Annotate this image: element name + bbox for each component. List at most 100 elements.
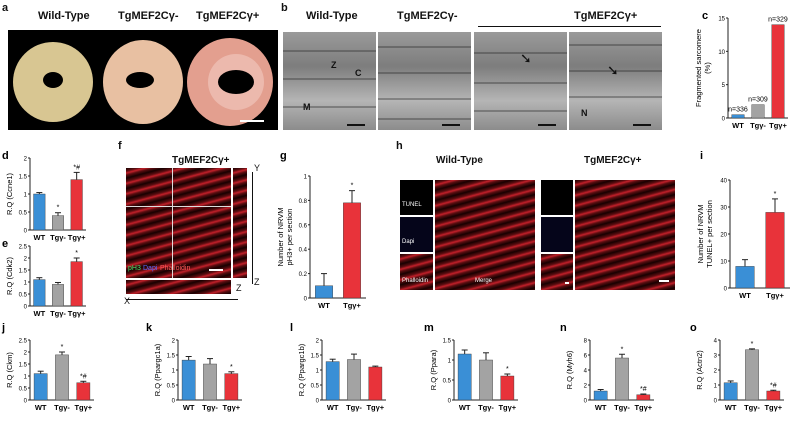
category-label-o-1: Tgγ- <box>744 403 760 412</box>
y-tick-label-m: 0.5 <box>443 379 452 385</box>
y-axis-label-n: R.Q (Myh6) <box>565 350 574 389</box>
y-tick-label-d: 1.5 <box>19 175 28 181</box>
y-axis-label-c: Fragmented sarcomere <box>694 29 703 107</box>
y-tick-label-c: 0 <box>722 117 726 123</box>
y-tick-label-c: 15 <box>718 17 725 23</box>
category-label-n-0: WT <box>595 403 607 412</box>
category-label-m-0: WT <box>459 403 471 412</box>
bar-o-0 <box>723 382 738 401</box>
y-tick-label-g: 1 <box>304 175 308 181</box>
bar-o-1 <box>745 349 759 401</box>
y-tick-label-i: 10 <box>720 260 727 266</box>
scale-bar <box>347 124 365 126</box>
tunel-tg-small-1 <box>541 180 573 215</box>
bar-c-2 <box>771 24 785 119</box>
axis-label-z-right: Z <box>254 277 260 287</box>
panel-a-title-tgminus: TgMEF2Cγ- <box>118 10 179 22</box>
category-label-n-2: Tgγ+ <box>634 403 652 412</box>
annotation-j-1: * <box>61 344 64 351</box>
y-tick-label-o: 4 <box>714 339 718 345</box>
axis-label-x: X <box>124 296 131 306</box>
bar-c-0 <box>731 114 745 119</box>
bar-k-2 <box>224 373 239 401</box>
y-axis-label-m: R.Q (Ppara) <box>429 349 438 390</box>
annotation-g-1: * <box>351 183 354 190</box>
bar-g-0 <box>315 285 333 299</box>
axis-line-y <box>252 172 253 284</box>
em-label-z: Z <box>331 60 337 70</box>
annotation-n-1: * <box>621 346 624 353</box>
y-tick-label-j: 0.5 <box>19 387 28 393</box>
scale-bar <box>209 269 223 271</box>
category-label-k-0: WT <box>183 403 195 412</box>
bar-m-2 <box>500 375 515 401</box>
bar-j-2 <box>76 382 91 401</box>
panel-g-letter: g <box>280 150 287 162</box>
scale-bar <box>538 124 556 126</box>
y-tick-label-g: 0.8 <box>299 199 308 205</box>
y-tick-label-j: 2 <box>24 351 28 357</box>
y-axis-label-j: R.Q (Ckm) <box>5 352 14 388</box>
y-tick-label-o: 2 <box>714 369 718 375</box>
scale-bar <box>442 124 460 126</box>
panel-a-letter: a <box>2 2 9 14</box>
tunel-tg-small-2 <box>541 217 573 252</box>
category-label-l-0: WT <box>327 403 339 412</box>
y-tick-label-d: 1 <box>24 193 28 199</box>
annotation-c-1: n=309 <box>748 97 768 104</box>
bar-d-1 <box>52 215 64 231</box>
annotation-o-2: *# <box>770 382 777 389</box>
y-tick-label-i: 40 <box>720 179 727 185</box>
panel-h-title-wt: Wild-Type <box>436 155 483 166</box>
confocal-image-main: pH3 Dapi Phalloidin <box>126 168 231 278</box>
axis-label-y: Y <box>254 163 261 173</box>
category-label-g-0: WT <box>318 301 330 310</box>
tunel-wt-merge: Merge <box>435 180 535 290</box>
y-axis-label-l: R.Q (Ppargc1b) <box>297 343 306 396</box>
scale-bar <box>633 124 651 126</box>
category-label-e-0: WT <box>33 309 45 318</box>
annotation-n-2: *# <box>640 386 647 393</box>
panel-k-letter: k <box>146 322 153 334</box>
y-tick-label-m: 1 <box>448 359 452 365</box>
y-tick-label-l: 2 <box>316 339 320 345</box>
y-tick-label-d: 0.5 <box>19 211 28 217</box>
panel-a-title-wt: Wild-Type <box>38 10 90 22</box>
tunel-tg-small-3 <box>541 254 573 290</box>
y-tick-label-e: 2.5 <box>19 245 28 251</box>
y-axis-label-i: Number of NRVM <box>696 204 705 263</box>
category-label-o-0: WT <box>725 403 737 412</box>
category-label-j-0: WT <box>35 403 47 412</box>
annotation-k-2: * <box>230 364 233 371</box>
category-label-l-1: Tgγ- <box>346 403 362 412</box>
bar-o-2 <box>766 390 781 401</box>
category-label-m-2: Tgγ+ <box>498 403 516 412</box>
category-label-i-1: Tgγ+ <box>766 291 784 300</box>
panel-f-letter: f <box>118 140 122 152</box>
y-axis-label-g: Number of NRVM <box>276 207 285 266</box>
category-label-i-0: WT <box>739 291 751 300</box>
panel-o-letter: o <box>690 322 697 334</box>
y-tick-label-g: 0.6 <box>299 223 308 229</box>
category-label-k-1: Tgγ- <box>202 403 218 412</box>
panel-b-title-wt: Wild-Type <box>306 10 358 22</box>
panel-b-title-tgplus: TgMEF2Cγ+ <box>574 10 638 22</box>
arrow-icon: ➘ <box>607 62 619 78</box>
bar-k-0 <box>181 359 196 401</box>
stain-label-tunel: TUNEL <box>402 202 422 208</box>
y-tick-label-n: 2 <box>584 384 588 390</box>
bar-k-1 <box>203 363 217 401</box>
em-image-wt: Z C M <box>283 32 376 130</box>
bar-n-2 <box>636 394 651 401</box>
confocal-image-xz <box>126 280 231 294</box>
y-tick-label-e: 0 <box>24 305 28 311</box>
em-image-tgplus-1: ➘ <box>474 32 567 130</box>
y-tick-label-m: 1.5 <box>443 339 452 345</box>
bar-d-0 <box>33 193 46 231</box>
em-label-c: C <box>355 68 362 78</box>
stain-label-ph3: pH3 <box>128 265 141 272</box>
panel-m-letter: m <box>424 322 434 334</box>
category-label-o-2: Tgγ+ <box>764 403 782 412</box>
y-tick-label-k: 2 <box>172 339 176 345</box>
stain-label-phalloidin-h: Phalloidin <box>402 278 429 284</box>
